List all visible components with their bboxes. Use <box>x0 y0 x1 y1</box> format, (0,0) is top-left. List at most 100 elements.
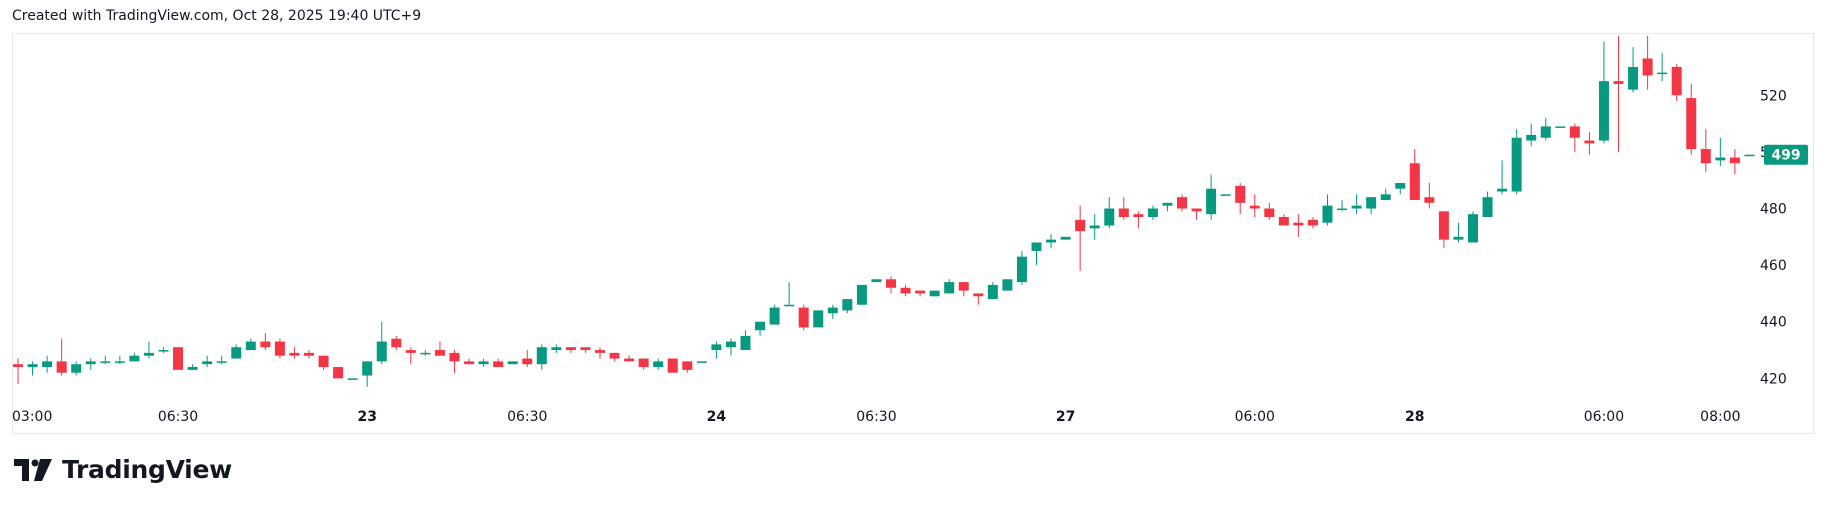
candlestick-chart[interactable]: 420440460480500520 03:0006:302306:302406… <box>0 0 1826 440</box>
candle[interactable] <box>1729 149 1740 175</box>
candle[interactable] <box>1249 194 1260 217</box>
brand-logo[interactable]: TradingView <box>14 455 232 484</box>
candle[interactable] <box>1162 202 1173 212</box>
candle[interactable] <box>173 347 184 370</box>
candle[interactable] <box>1598 41 1609 144</box>
candle[interactable] <box>725 338 736 356</box>
candle[interactable] <box>1468 211 1478 243</box>
candle[interactable] <box>464 358 475 365</box>
candle[interactable] <box>740 330 751 351</box>
candle[interactable] <box>1671 64 1682 101</box>
candle[interactable] <box>1220 194 1231 196</box>
candle[interactable] <box>391 335 402 351</box>
candle[interactable] <box>1307 217 1318 229</box>
candle[interactable] <box>13 358 23 385</box>
candle[interactable] <box>1584 132 1595 155</box>
candle[interactable] <box>1147 205 1158 220</box>
candle[interactable] <box>1046 233 1057 249</box>
candle[interactable] <box>638 358 649 370</box>
candle[interactable] <box>1337 200 1348 212</box>
candle[interactable] <box>653 358 664 370</box>
candle[interactable] <box>187 364 198 370</box>
candle[interactable] <box>1075 205 1086 271</box>
candle[interactable] <box>1104 197 1115 229</box>
candle[interactable] <box>1409 149 1420 201</box>
chart-frame[interactable] <box>12 33 1814 434</box>
candle[interactable] <box>1686 83 1697 155</box>
candle[interactable] <box>304 350 314 359</box>
candle[interactable] <box>886 276 896 294</box>
candle[interactable] <box>784 282 795 307</box>
candle[interactable] <box>274 338 285 359</box>
candle[interactable] <box>1264 202 1275 220</box>
candle[interactable] <box>1089 214 1100 240</box>
candle[interactable] <box>478 358 489 368</box>
candle[interactable] <box>915 290 926 297</box>
candle[interactable] <box>1322 194 1333 226</box>
candle[interactable] <box>827 304 838 319</box>
candle[interactable] <box>289 347 300 359</box>
candle[interactable] <box>1002 279 1013 291</box>
candle[interactable] <box>755 321 766 336</box>
candle[interactable] <box>944 279 955 294</box>
candle[interactable] <box>1206 174 1217 220</box>
candle[interactable] <box>114 355 125 365</box>
candle[interactable] <box>580 347 591 353</box>
candle[interactable] <box>1453 222 1464 243</box>
candle[interactable] <box>405 347 416 365</box>
candle[interactable] <box>493 358 504 368</box>
candle[interactable] <box>1293 214 1304 237</box>
candle[interactable] <box>929 290 940 297</box>
candle[interactable] <box>362 361 373 387</box>
candle[interactable] <box>129 352 140 362</box>
candle[interactable] <box>1700 129 1711 172</box>
candle[interactable] <box>1497 160 1508 195</box>
candle[interactable] <box>1424 183 1435 209</box>
candle[interactable] <box>536 344 547 370</box>
candle[interactable] <box>245 338 256 351</box>
candle[interactable] <box>1540 117 1551 141</box>
candle[interactable] <box>856 284 867 305</box>
candle[interactable] <box>682 361 693 373</box>
candle[interactable] <box>1191 208 1202 220</box>
candle[interactable] <box>1613 35 1624 152</box>
candle[interactable] <box>1438 211 1449 249</box>
candle[interactable] <box>1569 123 1580 152</box>
candle[interactable] <box>624 355 635 362</box>
candle[interactable] <box>1278 214 1289 226</box>
candle[interactable] <box>1642 35 1653 90</box>
candle[interactable] <box>1380 188 1391 201</box>
candle[interactable] <box>595 347 605 359</box>
candle[interactable] <box>216 355 227 365</box>
candle[interactable] <box>1351 194 1362 215</box>
candle[interactable] <box>56 338 67 376</box>
candle[interactable] <box>1177 194 1187 212</box>
candle[interactable] <box>1657 52 1668 82</box>
candle[interactable] <box>1555 126 1566 128</box>
candle[interactable] <box>1744 154 1755 157</box>
candle[interactable] <box>973 293 984 305</box>
candle[interactable] <box>667 358 678 373</box>
candle[interactable] <box>565 347 576 353</box>
candle[interactable] <box>1482 191 1493 217</box>
candle[interactable] <box>318 355 329 370</box>
candle[interactable] <box>1031 242 1042 266</box>
candle[interactable] <box>1628 47 1639 93</box>
candle[interactable] <box>1133 211 1144 229</box>
candle[interactable] <box>231 344 242 359</box>
candle[interactable] <box>333 367 344 379</box>
candle[interactable] <box>798 304 809 331</box>
candle[interactable] <box>1715 137 1726 167</box>
candle[interactable] <box>100 355 111 365</box>
candle[interactable] <box>813 310 824 328</box>
candle[interactable] <box>449 350 460 373</box>
candle[interactable] <box>1235 183 1246 215</box>
candle[interactable] <box>420 350 431 356</box>
candle[interactable] <box>85 358 96 370</box>
candle[interactable] <box>900 284 911 297</box>
candle[interactable] <box>1511 129 1522 195</box>
candle[interactable] <box>1395 183 1406 195</box>
candle[interactable] <box>71 361 82 376</box>
candle[interactable] <box>609 352 620 362</box>
candle[interactable] <box>711 341 722 359</box>
